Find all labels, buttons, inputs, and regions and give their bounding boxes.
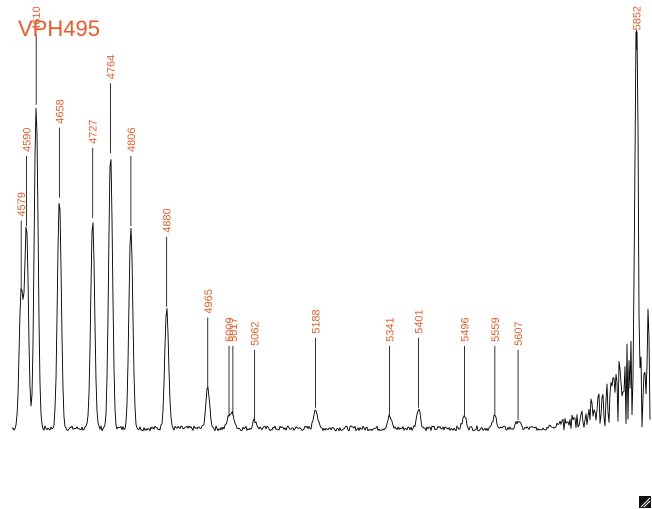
peak-label-5009: 5009 <box>224 317 236 341</box>
peak-label-4880: 4880 <box>162 208 174 232</box>
peak-label-5017: 5017 <box>228 317 240 341</box>
peak-label-5188: 5188 <box>311 309 323 333</box>
peak-label-4965: 4965 <box>203 289 215 313</box>
peak-label-5496: 5496 <box>459 317 471 341</box>
resize-grip-icon[interactable] <box>639 496 651 508</box>
peak-label-5062: 5062 <box>250 321 262 345</box>
peak-label-4764: 4764 <box>106 55 118 79</box>
peak-markers <box>20 30 637 420</box>
peak-label-5401: 5401 <box>413 309 425 333</box>
chart-title: VPH495 <box>18 16 100 41</box>
peak-label-5559: 5559 <box>490 317 502 341</box>
peak-label-4590: 4590 <box>22 128 34 152</box>
peak-labels: 4579 4590 4610 4658 4727 4764 4806 4880 4965 5009… <box>16 6 643 346</box>
peak-label-5852: 5852 <box>631 6 643 30</box>
peak-label-4806: 4806 <box>126 128 138 152</box>
spectrum-line <box>11 31 651 432</box>
peak-label-5341: 5341 <box>384 317 396 341</box>
peak-label-5607: 5607 <box>513 321 525 345</box>
peak-label-4727: 4727 <box>88 119 100 143</box>
peak-label-4579: 4579 <box>16 192 28 216</box>
peak-label-4610: 4610 <box>31 6 43 30</box>
peak-label-4658: 4658 <box>54 99 66 123</box>
